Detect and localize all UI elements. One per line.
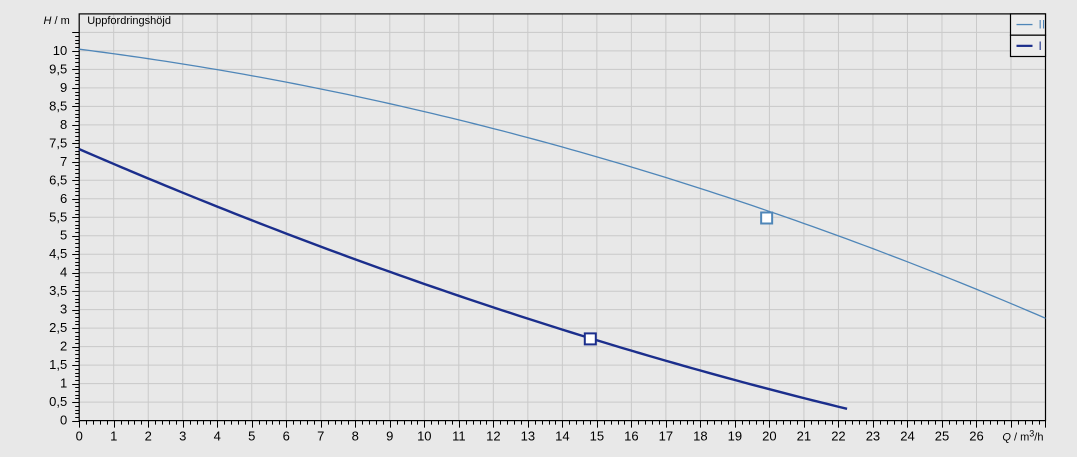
svg-text:14: 14 xyxy=(555,429,569,444)
svg-text:4,5: 4,5 xyxy=(49,246,67,261)
svg-text:Uppfordringshöjd: Uppfordringshöjd xyxy=(87,15,171,27)
svg-text:2: 2 xyxy=(145,429,152,444)
svg-text:21: 21 xyxy=(797,429,811,444)
svg-text:25: 25 xyxy=(935,429,949,444)
svg-text:1: 1 xyxy=(60,376,67,391)
svg-text:7: 7 xyxy=(317,429,324,444)
svg-text:6: 6 xyxy=(283,429,290,444)
svg-text:1,5: 1,5 xyxy=(49,357,67,372)
svg-text:23: 23 xyxy=(866,429,880,444)
svg-text:1: 1 xyxy=(110,429,117,444)
svg-text:22: 22 xyxy=(831,429,845,444)
svg-text:16: 16 xyxy=(624,429,638,444)
svg-text:4: 4 xyxy=(214,429,221,444)
svg-text:Q / m3/h: Q / m3/h xyxy=(1002,429,1043,444)
svg-text:8,5: 8,5 xyxy=(49,98,67,113)
svg-text:3: 3 xyxy=(179,429,186,444)
svg-text:7,5: 7,5 xyxy=(49,135,67,150)
svg-text:20: 20 xyxy=(762,429,776,444)
svg-text:5: 5 xyxy=(60,228,67,243)
svg-text:4: 4 xyxy=(60,265,67,280)
svg-text:11: 11 xyxy=(452,429,466,444)
svg-text:19: 19 xyxy=(728,429,742,444)
svg-text:3,5: 3,5 xyxy=(49,283,67,298)
svg-text:6: 6 xyxy=(60,191,67,206)
svg-text:24: 24 xyxy=(900,429,914,444)
svg-text:H / m: H / m xyxy=(44,15,70,27)
svg-text:0: 0 xyxy=(76,429,83,444)
svg-text:10: 10 xyxy=(417,429,431,444)
svg-text:5,5: 5,5 xyxy=(49,209,67,224)
svg-text:I: I xyxy=(1039,39,1042,53)
svg-text:18: 18 xyxy=(693,429,707,444)
svg-text:2,5: 2,5 xyxy=(49,320,67,335)
svg-text:5: 5 xyxy=(248,429,255,444)
svg-text:9: 9 xyxy=(386,429,393,444)
svg-text:8: 8 xyxy=(60,117,67,132)
svg-text:II: II xyxy=(1039,18,1046,32)
svg-text:10: 10 xyxy=(53,43,67,58)
svg-text:2: 2 xyxy=(60,339,67,354)
svg-text:8: 8 xyxy=(352,429,359,444)
svg-text:9,5: 9,5 xyxy=(49,61,67,76)
svg-text:3: 3 xyxy=(60,302,67,317)
svg-text:15: 15 xyxy=(590,429,604,444)
svg-text:0,5: 0,5 xyxy=(49,394,67,409)
svg-text:9: 9 xyxy=(60,80,67,95)
svg-text:26: 26 xyxy=(969,429,983,444)
svg-text:12: 12 xyxy=(486,429,500,444)
svg-text:17: 17 xyxy=(659,429,673,444)
svg-text:0: 0 xyxy=(60,413,67,428)
svg-text:6,5: 6,5 xyxy=(49,172,67,187)
svg-text:7: 7 xyxy=(60,154,67,169)
svg-text:13: 13 xyxy=(521,429,535,444)
